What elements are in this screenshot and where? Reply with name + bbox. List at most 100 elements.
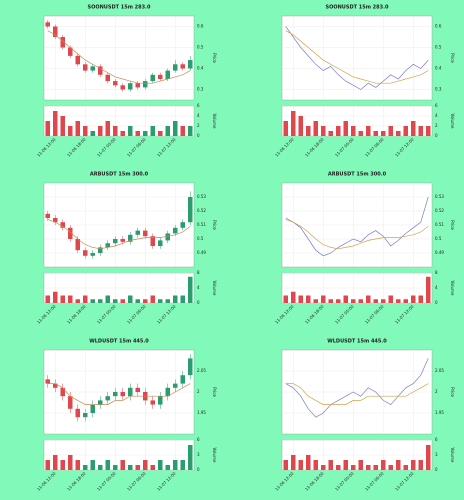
volume-bar (313, 460, 318, 470)
axis-label: Volume (450, 281, 455, 296)
x-tick-label: 11-06 18:00 (66, 137, 87, 158)
volume-bar (75, 299, 80, 303)
volume-bar (98, 126, 103, 136)
candle-body (128, 387, 133, 397)
volume-tick-label: 0 (435, 300, 438, 305)
candle-body (105, 396, 110, 401)
volume-tick-label: 6 (197, 437, 200, 442)
y-tick-label: 0.51 (197, 222, 206, 227)
x-tick-label: 11-07 00:00 (334, 471, 355, 492)
x-tick-label: 11-07 12:00 (156, 471, 177, 492)
price-line (285, 219, 429, 250)
volume-bar (150, 465, 155, 470)
y-tick-label: 0.52 (435, 208, 444, 213)
volume-tick-label: 6 (435, 437, 438, 442)
volume-bar (418, 460, 423, 470)
volume-bar (68, 455, 73, 470)
volume-bar (373, 465, 378, 470)
x-tick-label: 11-06 18:00 (304, 304, 325, 325)
candle-body (75, 408, 80, 418)
volume-bar (336, 299, 341, 303)
x-tick-label: 11-07 06:00 (126, 471, 147, 492)
volume-bar (60, 460, 65, 470)
volume-bar (343, 295, 348, 303)
y-tick-label: 0.49 (197, 250, 206, 255)
x-tick-label: 11-07 00:00 (334, 304, 355, 325)
volume-bar (388, 465, 393, 470)
candle-body (45, 379, 50, 384)
volume-bar (411, 121, 416, 136)
volume-bar (283, 295, 288, 303)
volume-bar (120, 299, 125, 303)
volume-bar (381, 131, 386, 136)
y-tick-label: 1.95 (435, 410, 444, 415)
price-line (47, 219, 191, 250)
candle-body (188, 197, 193, 223)
volume-bar (358, 299, 363, 303)
candle-body (128, 234, 133, 242)
volume-bar (328, 299, 333, 303)
volume-tick-label: 2 (197, 123, 200, 128)
chart-title: SOONUSDT 15m 283.0 (326, 5, 389, 11)
volume-bar (388, 126, 393, 136)
volume-bar (128, 465, 133, 470)
volume-bar (188, 445, 193, 470)
volume-bar (98, 299, 103, 303)
candle-body (120, 392, 125, 397)
volume-bar (113, 465, 118, 470)
volume-tick-label: 8 (197, 270, 200, 275)
volume-bar (366, 295, 371, 303)
candle-body (165, 387, 170, 397)
volume-bar (306, 455, 311, 470)
volume-bar (143, 460, 148, 470)
candle-body (90, 404, 95, 413)
volume-bar (135, 299, 140, 303)
candle-body (75, 239, 80, 251)
volume-bar (90, 460, 95, 470)
y-tick-label: 0.5 (435, 45, 442, 50)
axis-label: Price (450, 220, 455, 230)
volume-bar (373, 299, 378, 303)
volume-bar (298, 460, 303, 470)
candle-body (90, 66, 95, 71)
candle-body (83, 64, 88, 71)
volume-bar (426, 126, 431, 136)
x-tick-label: 11-07 00:00 (96, 137, 117, 158)
volume-bar (165, 299, 170, 303)
volume-bar (291, 111, 296, 136)
volume-bar (173, 460, 178, 470)
axis-label: Price (450, 387, 455, 397)
candle-body (135, 83, 140, 88)
x-tick-label: 11-06 12:00 (274, 304, 295, 325)
y-tick-label: 0.3 (435, 87, 442, 92)
volume-bar (426, 276, 431, 303)
axis-label: Price (212, 220, 217, 230)
volume-bar (113, 299, 118, 303)
candle-body (83, 250, 88, 256)
volume-bar (188, 276, 193, 303)
candle-body (90, 253, 95, 256)
volume-bar (351, 299, 356, 303)
y-tick-label: 1.95 (197, 410, 206, 415)
volume-bar (418, 295, 423, 303)
axis-label: Price (212, 53, 217, 63)
candle-body (98, 400, 103, 405)
volume-bar (75, 121, 80, 136)
candle-body (173, 64, 178, 71)
candle-body (150, 400, 155, 405)
volume-tick-label: 6 (197, 103, 200, 108)
volume-bar (283, 460, 288, 470)
volume-bar (321, 465, 326, 470)
volume-bar (158, 131, 163, 136)
volume-tick-label: 6 (435, 103, 438, 108)
volume-bar (173, 295, 178, 303)
volume-bar (143, 131, 148, 136)
price-line (285, 358, 429, 418)
candle-body (143, 81, 148, 88)
axis-label: Volume (212, 114, 217, 129)
volume-bar (411, 460, 416, 470)
price-line (47, 383, 191, 405)
axis-label: Volume (450, 114, 455, 129)
candle-body (188, 60, 193, 69)
candle-body (45, 213, 50, 218)
